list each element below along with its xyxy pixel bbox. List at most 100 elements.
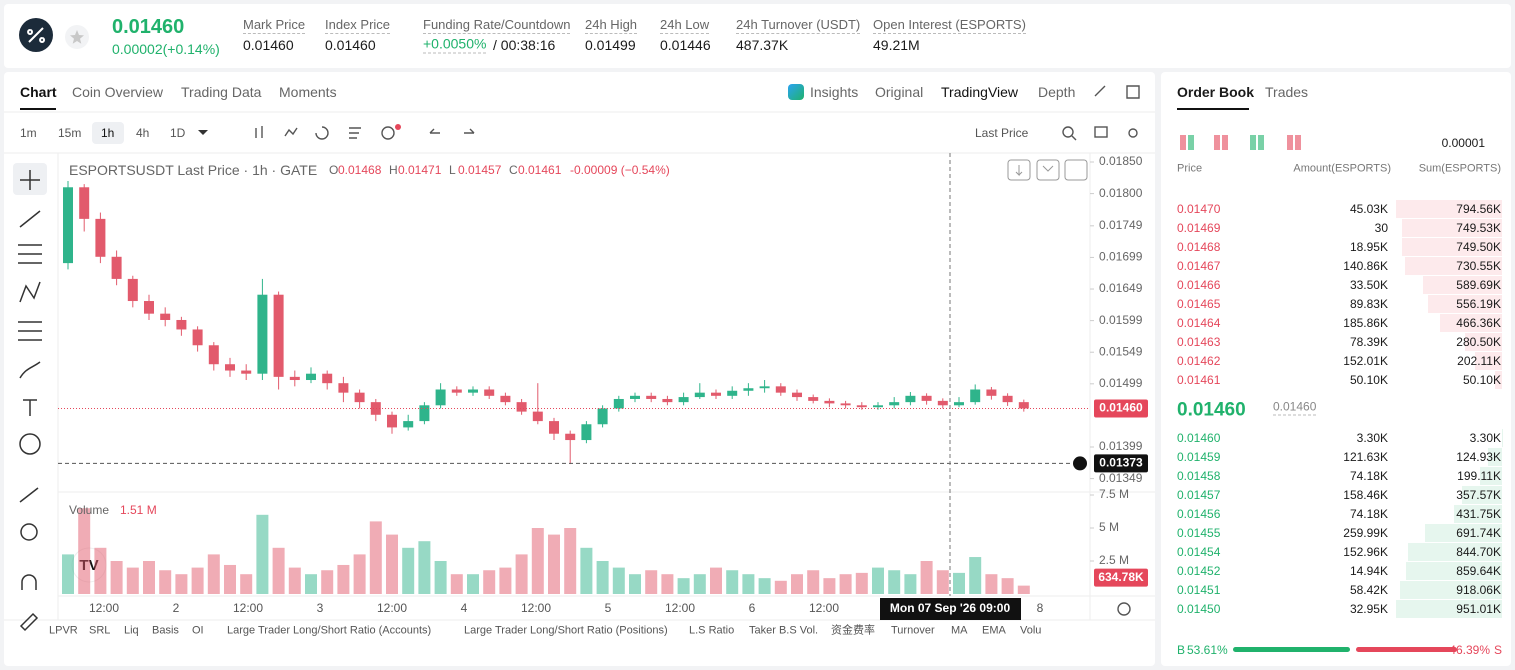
interval[interactable]: 1h: [101, 126, 115, 140]
ob-amount: 74.18K: [1349, 507, 1388, 521]
indicator-tab[interactable]: Large Trader Long/Short Ratio (Accounts): [227, 624, 432, 637]
sell-ratio: 46.39%: [1449, 643, 1490, 657]
indicator-tab[interactable]: LPVR: [49, 624, 78, 637]
stat-label: Mark Price: [243, 17, 306, 34]
candle-body: [127, 278, 138, 302]
last-volume-tag: 634.78K: [1098, 570, 1144, 584]
candle-body: [630, 395, 640, 399]
y-tick-label: 0.01800: [1099, 186, 1143, 200]
ob-tab[interactable]: Order Book: [1177, 84, 1255, 100]
depth-bar: [1396, 600, 1502, 618]
indicator-tab[interactable]: MA: [951, 624, 968, 637]
interval[interactable]: 1m: [20, 126, 37, 140]
depth-bar: [1404, 257, 1502, 275]
buy-label: B: [1177, 643, 1186, 657]
candle-body: [241, 370, 252, 374]
volume-bar: [791, 574, 803, 594]
chart-tab[interactable]: Moments: [279, 84, 337, 100]
candle-body: [225, 364, 235, 371]
indicator-tab[interactable]: Basis: [152, 624, 179, 637]
interval[interactable]: 4h: [136, 126, 150, 140]
view-tab[interactable]: TradingView: [941, 84, 1019, 100]
y-tick-label: 0.01349: [1099, 471, 1143, 485]
candle-body: [937, 400, 948, 406]
x-tick-label: 12:00: [665, 601, 695, 615]
candle-body: [516, 402, 527, 412]
volume-bar: [256, 514, 269, 594]
ob-sum: 357.57K: [1456, 488, 1501, 502]
ob-sum: 556.19K: [1456, 297, 1501, 311]
indicator-tab[interactable]: SRL: [89, 624, 111, 637]
depth-bar: [1402, 238, 1502, 256]
x-tick-label: 12:00: [89, 601, 119, 615]
indicator-tab[interactable]: OI: [192, 624, 204, 637]
candle-body: [613, 398, 624, 409]
candle-body: [273, 294, 284, 377]
ohlc-key: C: [509, 163, 518, 177]
volume-bar: [483, 570, 496, 594]
layout-icon: [1295, 135, 1301, 150]
volume-bar: [807, 570, 820, 594]
y-tick-label: 0.01850: [1099, 154, 1143, 168]
header-bar: [4, 4, 1511, 68]
indicator-tab[interactable]: EMA: [982, 624, 1006, 637]
ob-price: 0.01451: [1177, 583, 1221, 597]
chart-tab[interactable]: Trading Data: [181, 84, 262, 100]
chart-tab[interactable]: Coin Overview: [72, 84, 164, 100]
ob-sum: 730.55K: [1456, 259, 1501, 273]
candle-body: [678, 397, 689, 403]
drawing-tools[interactable]: [13, 163, 47, 632]
price-type-select[interactable]: Last Price: [975, 126, 1029, 140]
chart-toolbar-icons[interactable]: [255, 85, 1140, 141]
ob-amount: 89.83K: [1349, 297, 1388, 311]
ob-price: 0.01464: [1177, 316, 1221, 330]
candle-body: [403, 421, 414, 428]
depth-bar: [1396, 200, 1502, 218]
volume-bar: [515, 554, 528, 594]
chart-tab[interactable]: Chart: [20, 84, 57, 100]
view-tab[interactable]: Original: [875, 84, 924, 100]
interval[interactable]: 15m: [58, 126, 82, 140]
view-tab[interactable]: Depth: [1038, 84, 1076, 100]
interval[interactable]: 1D: [170, 126, 186, 140]
x-tick-label: 12:00: [233, 601, 263, 615]
depth-bar: [1453, 505, 1502, 523]
view-tab[interactable]: Insights: [810, 84, 859, 100]
ob-sum: 844.70K: [1456, 545, 1501, 559]
stat-value: 487.37K: [736, 37, 789, 53]
stat-value: +0.0050%: [423, 35, 487, 54]
last-price: 0.01460: [112, 16, 185, 38]
precision-select[interactable]: 0.00001: [1441, 136, 1485, 150]
ob-sum: 749.53K: [1456, 221, 1501, 235]
stat-label: 24h Turnover (USDT): [736, 17, 861, 34]
favorite-star[interactable]: [64, 24, 90, 50]
volume-bar: [726, 570, 739, 594]
ob-amount: 78.39K: [1349, 335, 1388, 349]
volume-bar: [629, 574, 641, 594]
layout-icon: [1287, 135, 1293, 150]
indicator-tab[interactable]: Turnover: [891, 624, 935, 637]
ob-tab[interactable]: Trades: [1265, 84, 1309, 100]
depth-bar: [1439, 314, 1502, 332]
ob-price: 0.01462: [1177, 354, 1221, 368]
candle-body: [824, 400, 835, 404]
v-tick-label: 5 M: [1099, 520, 1119, 534]
volume-bar: [418, 541, 431, 594]
indicator-tab[interactable]: Liq: [124, 624, 139, 637]
volume-bar: [612, 567, 625, 594]
indicator-tab[interactable]: Volu: [1020, 624, 1042, 637]
tab-underline: [20, 108, 56, 110]
x-tick-label: 5: [605, 601, 612, 615]
indicator-tab[interactable]: L.S Ratio: [689, 624, 735, 637]
ob-sum: 951.01K: [1456, 602, 1501, 616]
volume-bar: [985, 574, 998, 594]
volume-bar: [402, 547, 415, 594]
volume-bar: [110, 561, 123, 594]
ob-amount: 121.63K: [1343, 450, 1388, 464]
ob-amount: 58.42K: [1349, 583, 1388, 597]
ob-price: 0.01468: [1177, 240, 1221, 254]
indicator-tab[interactable]: Large Trader Long/Short Ratio (Positions…: [464, 624, 668, 637]
ob-price: 0.01466: [1177, 278, 1221, 292]
indicator-tab[interactable]: Taker B.S Vol.: [749, 624, 819, 637]
indicator-tab[interactable]: 资金费率: [831, 624, 875, 637]
